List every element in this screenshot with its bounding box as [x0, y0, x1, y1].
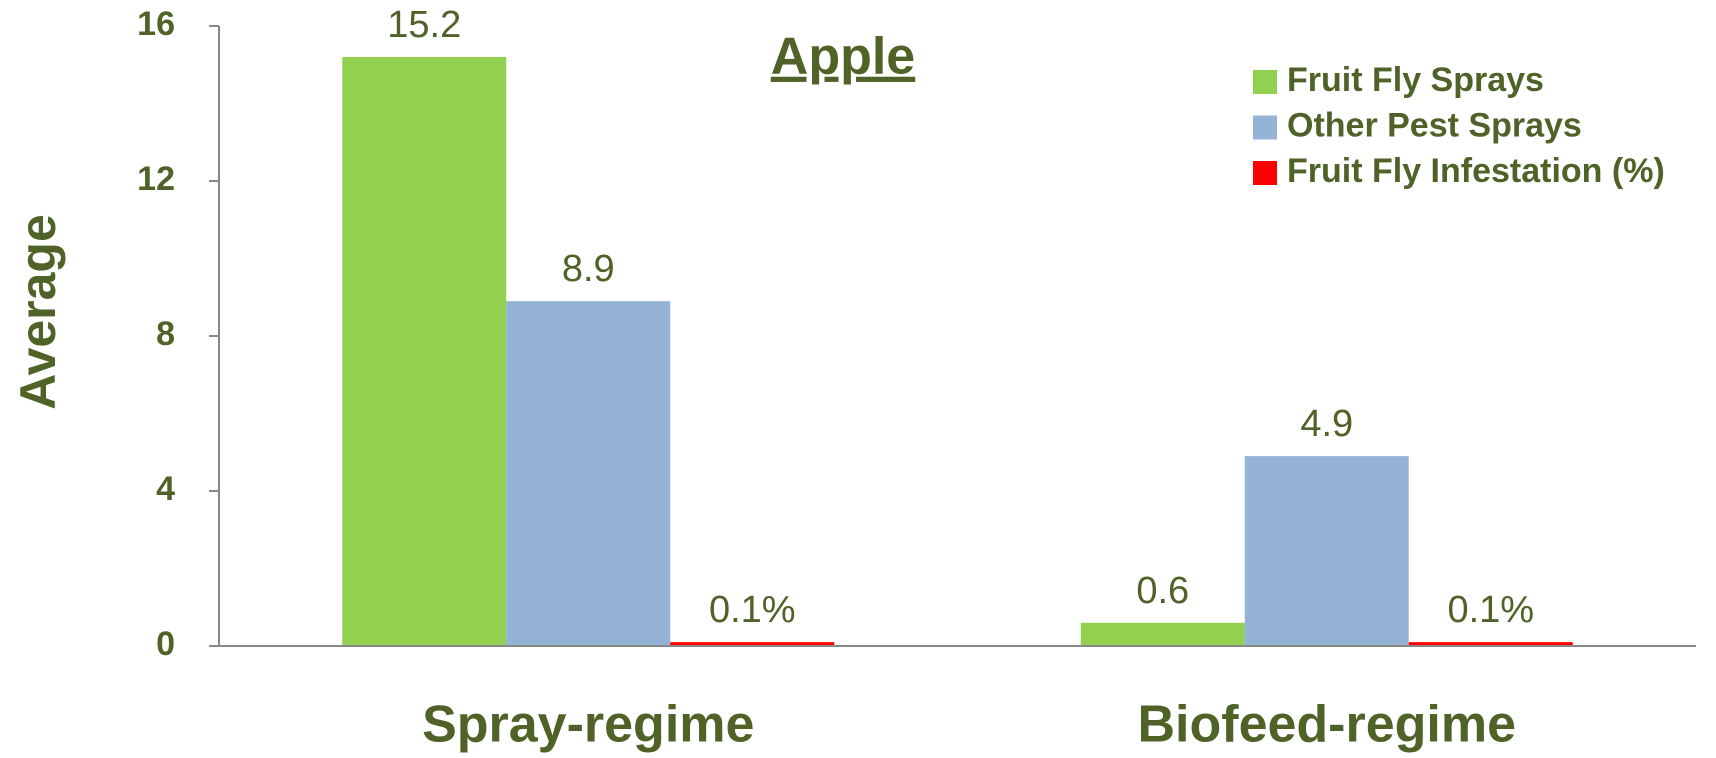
- y-tick-label: 8: [156, 315, 175, 353]
- bar: [342, 57, 507, 646]
- legend-label: Fruit Fly Infestation (%): [1287, 152, 1665, 190]
- x-tick-label: Spray-regime: [422, 696, 754, 754]
- legend-swatch: [1253, 161, 1277, 185]
- bar: [1244, 456, 1409, 646]
- bar: [506, 301, 671, 646]
- y-tick-label: 4: [156, 470, 175, 508]
- bar: [670, 642, 835, 646]
- value-label: 8.9: [562, 248, 615, 290]
- value-label: 0.1%: [1447, 589, 1534, 631]
- y-tick-label: 0: [156, 625, 175, 663]
- legend-label: Other Pest Sprays: [1287, 106, 1582, 144]
- value-label: 0.1%: [709, 589, 796, 631]
- bar: [1080, 622, 1245, 646]
- value-label: 4.9: [1300, 403, 1353, 445]
- legend-swatch: [1253, 115, 1277, 140]
- legend-swatch: [1253, 70, 1277, 94]
- value-label: 0.6: [1136, 570, 1189, 612]
- value-label: 15.2: [387, 4, 461, 46]
- chart-title: Apple: [771, 28, 915, 86]
- legend-label: Fruit Fly Sprays: [1287, 61, 1544, 99]
- y-tick-label: 16: [137, 5, 175, 43]
- y-axis-label: Average: [10, 214, 66, 409]
- y-tick-label: 12: [137, 160, 175, 198]
- bar: [1408, 642, 1573, 646]
- x-tick-label: Biofeed-regime: [1137, 696, 1516, 754]
